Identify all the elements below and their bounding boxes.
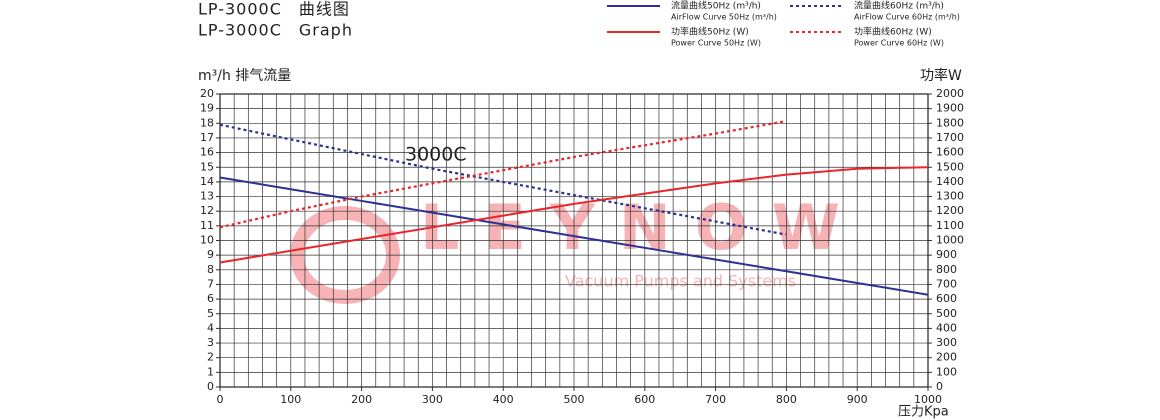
- x-tick-label: 0: [217, 393, 224, 406]
- chart-title: LP-3000C 曲线图: [198, 0, 350, 19]
- series-line: [219, 123, 787, 236]
- y-tick-label: 4: [207, 321, 214, 334]
- y-tick-label: 13: [200, 190, 214, 203]
- legend-label: 功率曲线60Hz (W): [854, 26, 932, 38]
- y2-tick-label: 700: [936, 277, 957, 290]
- y2-tick-label: 2000: [936, 87, 964, 100]
- y2-tick-label: 1400: [936, 175, 964, 188]
- y-tick-label: 1: [207, 365, 214, 378]
- watermark-sub: Vacuum Pumps and Systems: [565, 272, 796, 291]
- y-tick-label: 10: [200, 234, 214, 247]
- annotation: 3000C: [405, 144, 467, 166]
- y2-tick-label: 1000: [936, 234, 964, 247]
- y2-axis-label: 功率W: [920, 67, 962, 84]
- y-tick-label: 5: [207, 307, 214, 320]
- y2-tick-label: 1600: [936, 146, 964, 159]
- y-tick-label: 7: [207, 277, 214, 290]
- legend-label-en: Power Curve 50Hz (W): [671, 39, 761, 48]
- watermark-text: LEYNOW: [420, 191, 840, 264]
- legend-label: 流量曲线50Hz (m³/h): [671, 0, 761, 12]
- y-tick-label: 19: [200, 102, 214, 115]
- x-tick-label: 1000: [914, 393, 942, 406]
- chart-subtitle: LP-3000C Graph: [198, 21, 353, 40]
- y2-tick-label: 1700: [936, 131, 964, 144]
- y-tick-label: 18: [200, 116, 214, 129]
- y-tick-label: 9: [207, 248, 214, 261]
- y2-tick-label: 200: [936, 351, 957, 364]
- y2-tick-label: 900: [936, 248, 957, 261]
- y2-tick-label: 1300: [936, 190, 964, 203]
- series-line: [219, 166, 929, 264]
- y2-tick-label: 100: [936, 365, 957, 378]
- x-tick-label: 200: [351, 393, 372, 406]
- legend-label: 功率曲线50Hz (W): [671, 26, 749, 38]
- legend-label-en: AirFlow Curve 60Hz (m³/h): [854, 13, 960, 22]
- y2-tick-label: 1200: [936, 204, 964, 217]
- y-tick-label: 8: [207, 263, 214, 276]
- y2-tick-label: 1500: [936, 160, 964, 173]
- y-tick-label: 2: [207, 351, 214, 364]
- y2-tick-label: 600: [936, 292, 957, 305]
- x-tick-label: 800: [776, 393, 797, 406]
- y2-tick-label: 1900: [936, 102, 964, 115]
- x-tick-label: 300: [422, 393, 443, 406]
- y-tick-label: 16: [200, 146, 214, 159]
- y-tick-label: 12: [200, 204, 214, 217]
- y-tick-label: 20: [200, 87, 214, 100]
- x-tick-label: 900: [847, 393, 868, 406]
- x-tick-label: 400: [493, 393, 514, 406]
- y-tick-label: 17: [200, 131, 214, 144]
- y-tick-label: 15: [200, 160, 214, 173]
- y-axis-label: m³/h 排气流量: [198, 68, 291, 84]
- y2-tick-label: 800: [936, 263, 957, 276]
- y2-tick-label: 0: [936, 380, 943, 393]
- y2-tick-label: 1100: [936, 219, 964, 232]
- x-tick-label: 700: [705, 393, 726, 406]
- y-tick-label: 14: [200, 175, 214, 188]
- y-tick-label: 3: [207, 336, 214, 349]
- y2-tick-label: 300: [936, 336, 957, 349]
- x-tick-label: 600: [634, 393, 655, 406]
- legend-label-en: Power Curve 60Hz (W): [854, 39, 944, 48]
- y-tick-label: 6: [207, 292, 214, 305]
- x-tick-label: 500: [564, 393, 585, 406]
- legend-label-en: AirFlow Curve 50Hz (m³/h): [671, 13, 777, 22]
- watermark: LEYNOW Vacuum Pumps and Systems: [290, 191, 840, 304]
- y2-tick-label: 500: [936, 307, 957, 320]
- plot-frame: [219, 93, 929, 388]
- series-line: [219, 176, 929, 296]
- legend-label: 流量曲线60Hz (m³/h): [854, 0, 944, 12]
- y2-tick-label: 1800: [936, 116, 964, 129]
- y-tick-label: 11: [200, 219, 214, 232]
- x-tick-label: 100: [280, 393, 301, 406]
- y-tick-label: 0: [207, 380, 214, 393]
- y2-tick-label: 400: [936, 321, 957, 334]
- series-line: [219, 120, 787, 229]
- x-axis-label: 压力Kpa: [898, 405, 949, 420]
